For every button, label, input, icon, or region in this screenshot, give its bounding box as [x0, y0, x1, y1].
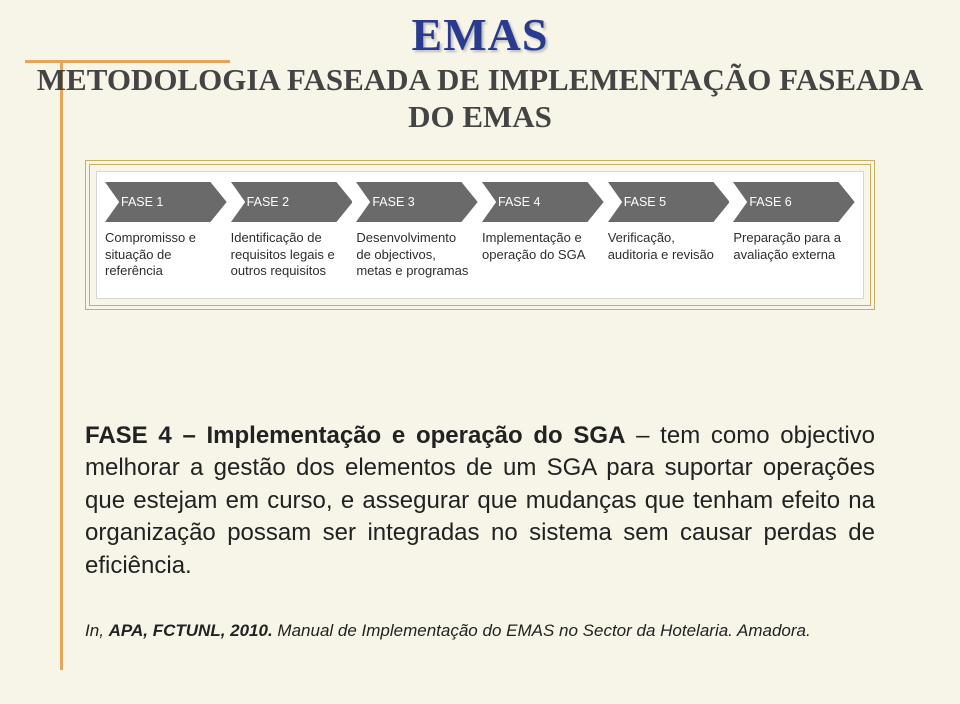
phase-caption: Desenvolvimento de objectivos, metas e p…: [356, 230, 478, 280]
phase-caption-row: Compromisso e situação de referênciaIden…: [105, 230, 855, 280]
citation-prefix: In: [85, 621, 99, 640]
phase-caption: Preparação para a avaliação externa: [733, 230, 855, 280]
phase-caption: Implementação e operação do SGA: [482, 230, 604, 280]
phase-diagram: FASE 1 FASE 2 FASE 3 FASE 4 FASE 5 FASE 6 Com…: [96, 171, 864, 299]
phase-caption: Verificação, auditoria e revisão: [608, 230, 730, 280]
citation-authors: APA, FCTUNL, 2010.: [109, 621, 273, 640]
subtitle-line2: DO EMAS: [408, 99, 552, 134]
body-phase-label: FASE 4 – Implementação e operação do SGA: [85, 422, 625, 449]
phase-arrow-label: FASE 1: [121, 182, 215, 222]
phase-caption: Identificação de requisitos legais e out…: [231, 230, 353, 280]
phase-arrow-label: FASE 3: [372, 182, 466, 222]
phase-arrow-label: FASE 6: [749, 182, 843, 222]
phase-arrow: FASE 1: [105, 182, 227, 222]
phase-caption: Compromisso e situação de referência: [105, 230, 227, 280]
phase-arrow: FASE 3: [356, 182, 478, 222]
subtitle-line1: METODOLOGIA FASEADA DE IMPLEMENTAÇÃO FAS…: [37, 62, 923, 97]
page-subtitle: METODOLOGIA FASEADA DE IMPLEMENTAÇÃO FAS…: [0, 62, 960, 135]
citation-rest: Manual de Implementação do EMAS no Secto…: [273, 621, 811, 640]
citation: In, APA, FCTUNL, 2010. Manual de Impleme…: [85, 620, 875, 642]
rule-left: [60, 60, 63, 670]
phase-arrow-label: FASE 5: [624, 182, 718, 222]
phase-arrow: FASE 6: [733, 182, 855, 222]
phase-arrow: FASE 2: [231, 182, 353, 222]
phase-arrow: FASE 5: [608, 182, 730, 222]
phase-arrow-label: FASE 2: [247, 182, 341, 222]
phase-diagram-inner-frame: FASE 1 FASE 2 FASE 3 FASE 4 FASE 5 FASE 6 Com…: [89, 164, 871, 306]
phase-arrow-label: FASE 4: [498, 182, 592, 222]
phase-diagram-frame: FASE 1 FASE 2 FASE 3 FASE 4 FASE 5 FASE 6 Com…: [85, 160, 875, 310]
phase-arrow-row: FASE 1 FASE 2 FASE 3 FASE 4 FASE 5 FASE 6: [105, 182, 855, 222]
page-title-emas: EMAS: [0, 8, 960, 61]
body-paragraph: FASE 4 – Implementação e operação do SGA…: [85, 420, 875, 582]
phase-arrow: FASE 4: [482, 182, 604, 222]
